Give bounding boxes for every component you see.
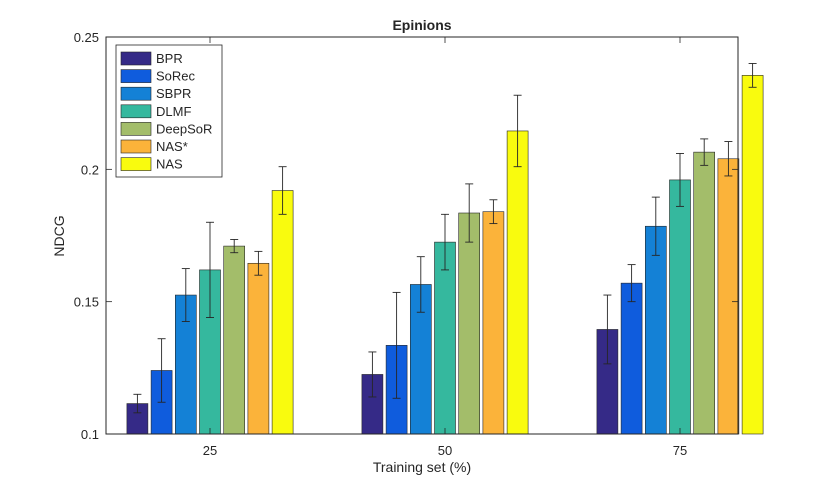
bar-deepsor-75 xyxy=(693,151,716,435)
y-axis-label: NDCG xyxy=(51,215,67,256)
error-bar-nas-25 xyxy=(254,250,263,276)
error-bar-dlmf-25 xyxy=(206,221,214,318)
error-bar-nas-50 xyxy=(513,94,522,168)
bar-nas-50 xyxy=(482,211,505,435)
legend-swatch xyxy=(120,157,152,171)
legend-swatch xyxy=(120,69,152,83)
error-bar-sorec-50 xyxy=(392,291,401,399)
chart-title: Epinions xyxy=(392,17,451,33)
bar-deepsor-50 xyxy=(458,212,481,435)
bar-nas-25 xyxy=(247,262,270,435)
error-bar-deepsor-25 xyxy=(230,239,239,254)
bar-dlmf-50 xyxy=(434,241,456,435)
error-bar-sorec-25 xyxy=(157,338,166,403)
error-bar-nas-25 xyxy=(278,166,287,215)
error-bar-bpr-50 xyxy=(368,351,377,398)
legend-label: DeepSoR xyxy=(156,121,212,136)
legend-label: NAS* xyxy=(156,139,188,154)
bar-deepsor-25 xyxy=(223,245,245,435)
error-bar-bpr-75 xyxy=(603,294,612,365)
bars-layer xyxy=(126,75,764,435)
legend-item: SoRec xyxy=(120,69,196,84)
plot-area-frame xyxy=(105,36,739,435)
error-bar-deepsor-75 xyxy=(700,138,709,166)
error-bar-deepsor-50 xyxy=(465,183,474,243)
legend-item: NAS xyxy=(120,157,183,172)
legend-swatch xyxy=(120,104,152,119)
legend: BPR SoRec SBPR DLMF DeepSoR NAS* NAS xyxy=(115,44,223,178)
legend-item: DeepSoR xyxy=(120,121,212,136)
x-axis-label: Training set (%) xyxy=(373,459,471,475)
legend-label: SBPR xyxy=(156,86,191,101)
x-tick-label: 25 xyxy=(203,443,217,458)
bar-nas-75 xyxy=(741,75,764,435)
legend-label: SoRec xyxy=(156,69,196,84)
y-tick-label: 0.15 xyxy=(74,295,99,310)
error-bars-layer xyxy=(133,63,757,414)
legend-swatch xyxy=(120,86,152,101)
bar-sbpr-75 xyxy=(644,225,667,435)
error-bar-nas-50 xyxy=(489,199,498,225)
y-tick-label: 0.25 xyxy=(74,30,99,45)
error-bar-sbpr-75 xyxy=(651,196,660,256)
legend-item: SBPR xyxy=(120,86,191,101)
ticks-layer: 25 50 75 0.1 0.15 0.2 0.25 xyxy=(74,30,738,458)
error-bar-bpr-25 xyxy=(133,393,142,414)
bar-nas-50 xyxy=(506,130,529,435)
bar-nas-25 xyxy=(271,190,294,435)
bar-sorec-75 xyxy=(620,282,643,435)
legend-item: NAS* xyxy=(120,139,188,154)
x-tick-label: 50 xyxy=(438,443,452,458)
legend-swatch xyxy=(120,122,152,136)
legend-item: DLMF xyxy=(120,104,191,119)
error-bar-sbpr-50 xyxy=(416,256,425,313)
legend-label: DLMF xyxy=(156,104,191,119)
bar-dlmf-75 xyxy=(669,179,691,435)
legend-swatch xyxy=(120,139,152,154)
legend-label: BPR xyxy=(156,51,183,66)
legend-swatch xyxy=(120,51,152,66)
legend-label: NAS xyxy=(156,157,183,172)
error-bar-dlmf-50 xyxy=(441,213,449,271)
bar-nas-75 xyxy=(717,158,740,435)
error-bar-nas-75 xyxy=(724,141,733,177)
error-bar-dlmf-75 xyxy=(676,152,684,207)
error-bar-sorec-75 xyxy=(627,264,636,303)
legend-item: BPR xyxy=(120,51,183,66)
y-tick-label: 0.1 xyxy=(81,427,99,442)
error-bar-nas-75 xyxy=(748,63,757,88)
y-tick-label: 0.2 xyxy=(81,162,99,177)
error-bar-sbpr-25 xyxy=(181,268,190,322)
x-tick-label: 75 xyxy=(673,443,687,458)
